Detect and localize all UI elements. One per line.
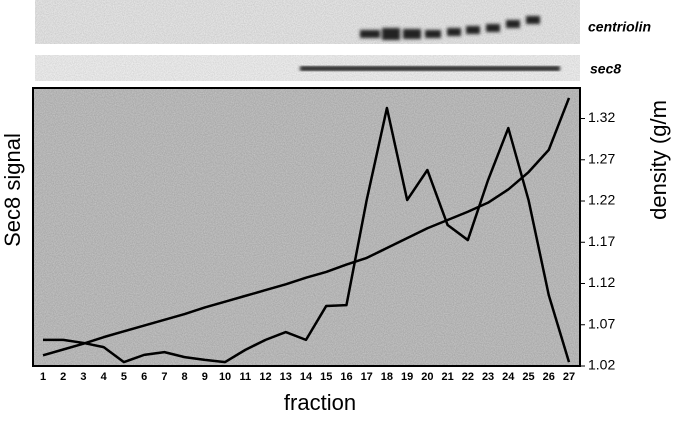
figure: centriolin sec8 fraction Sec8 signal den…	[0, 0, 678, 418]
x-tick-label: 10	[219, 371, 231, 383]
x-tick-label: 3	[80, 371, 86, 383]
x-tick-label: 14	[300, 371, 313, 383]
y2-tick-label: 1.07	[588, 315, 615, 331]
x-tick-label: 15	[320, 371, 332, 383]
y2-tick-label: 1.22	[588, 192, 615, 208]
y2-tick-label: 1.17	[588, 233, 615, 249]
x-tick-label: 12	[259, 371, 271, 383]
y2-tick-label: 1.12	[588, 274, 615, 290]
x-tick-label: 27	[563, 371, 575, 383]
x-axis-title: fraction	[284, 390, 356, 415]
x-tick-label: 4	[101, 371, 108, 383]
x-tick-label: 26	[543, 371, 555, 383]
x-tick-label: 8	[182, 371, 188, 383]
x-tick-label: 25	[522, 371, 534, 383]
x-tick-label: 1	[40, 371, 46, 383]
x-tick-label: 13	[280, 371, 292, 383]
y2-tick-label: 1.32	[588, 109, 615, 125]
x-tick-label: 6	[141, 371, 147, 383]
x-tick-label: 17	[361, 371, 373, 383]
x-tick-label: 19	[401, 371, 413, 383]
blot-label: sec8	[590, 61, 621, 77]
x-tick-label: 2	[60, 371, 66, 383]
x-tick-label: 5	[121, 371, 127, 383]
y-axis-title: Sec8 signal	[0, 133, 25, 247]
plot-texture	[33, 88, 580, 366]
y2-axis-title: density (g/m	[646, 100, 671, 220]
y2-tick-label: 1.27	[588, 150, 615, 166]
x-tick-label: 23	[482, 371, 494, 383]
x-tick-label: 9	[202, 371, 208, 383]
x-tick-label: 24	[502, 371, 515, 383]
blot: centriolin sec8	[35, 0, 651, 81]
x-tick-label: 21	[441, 371, 453, 383]
x-tick-label: 7	[161, 371, 167, 383]
x-tick-label: 11	[239, 371, 251, 383]
blot-label: centriolin	[588, 19, 651, 35]
x-tick-label: 18	[381, 371, 393, 383]
y2-tick-label: 1.02	[588, 357, 615, 373]
x-tick-label: 22	[462, 371, 474, 383]
x-tick-label: 16	[340, 371, 352, 383]
x-tick-label: 20	[421, 371, 433, 383]
